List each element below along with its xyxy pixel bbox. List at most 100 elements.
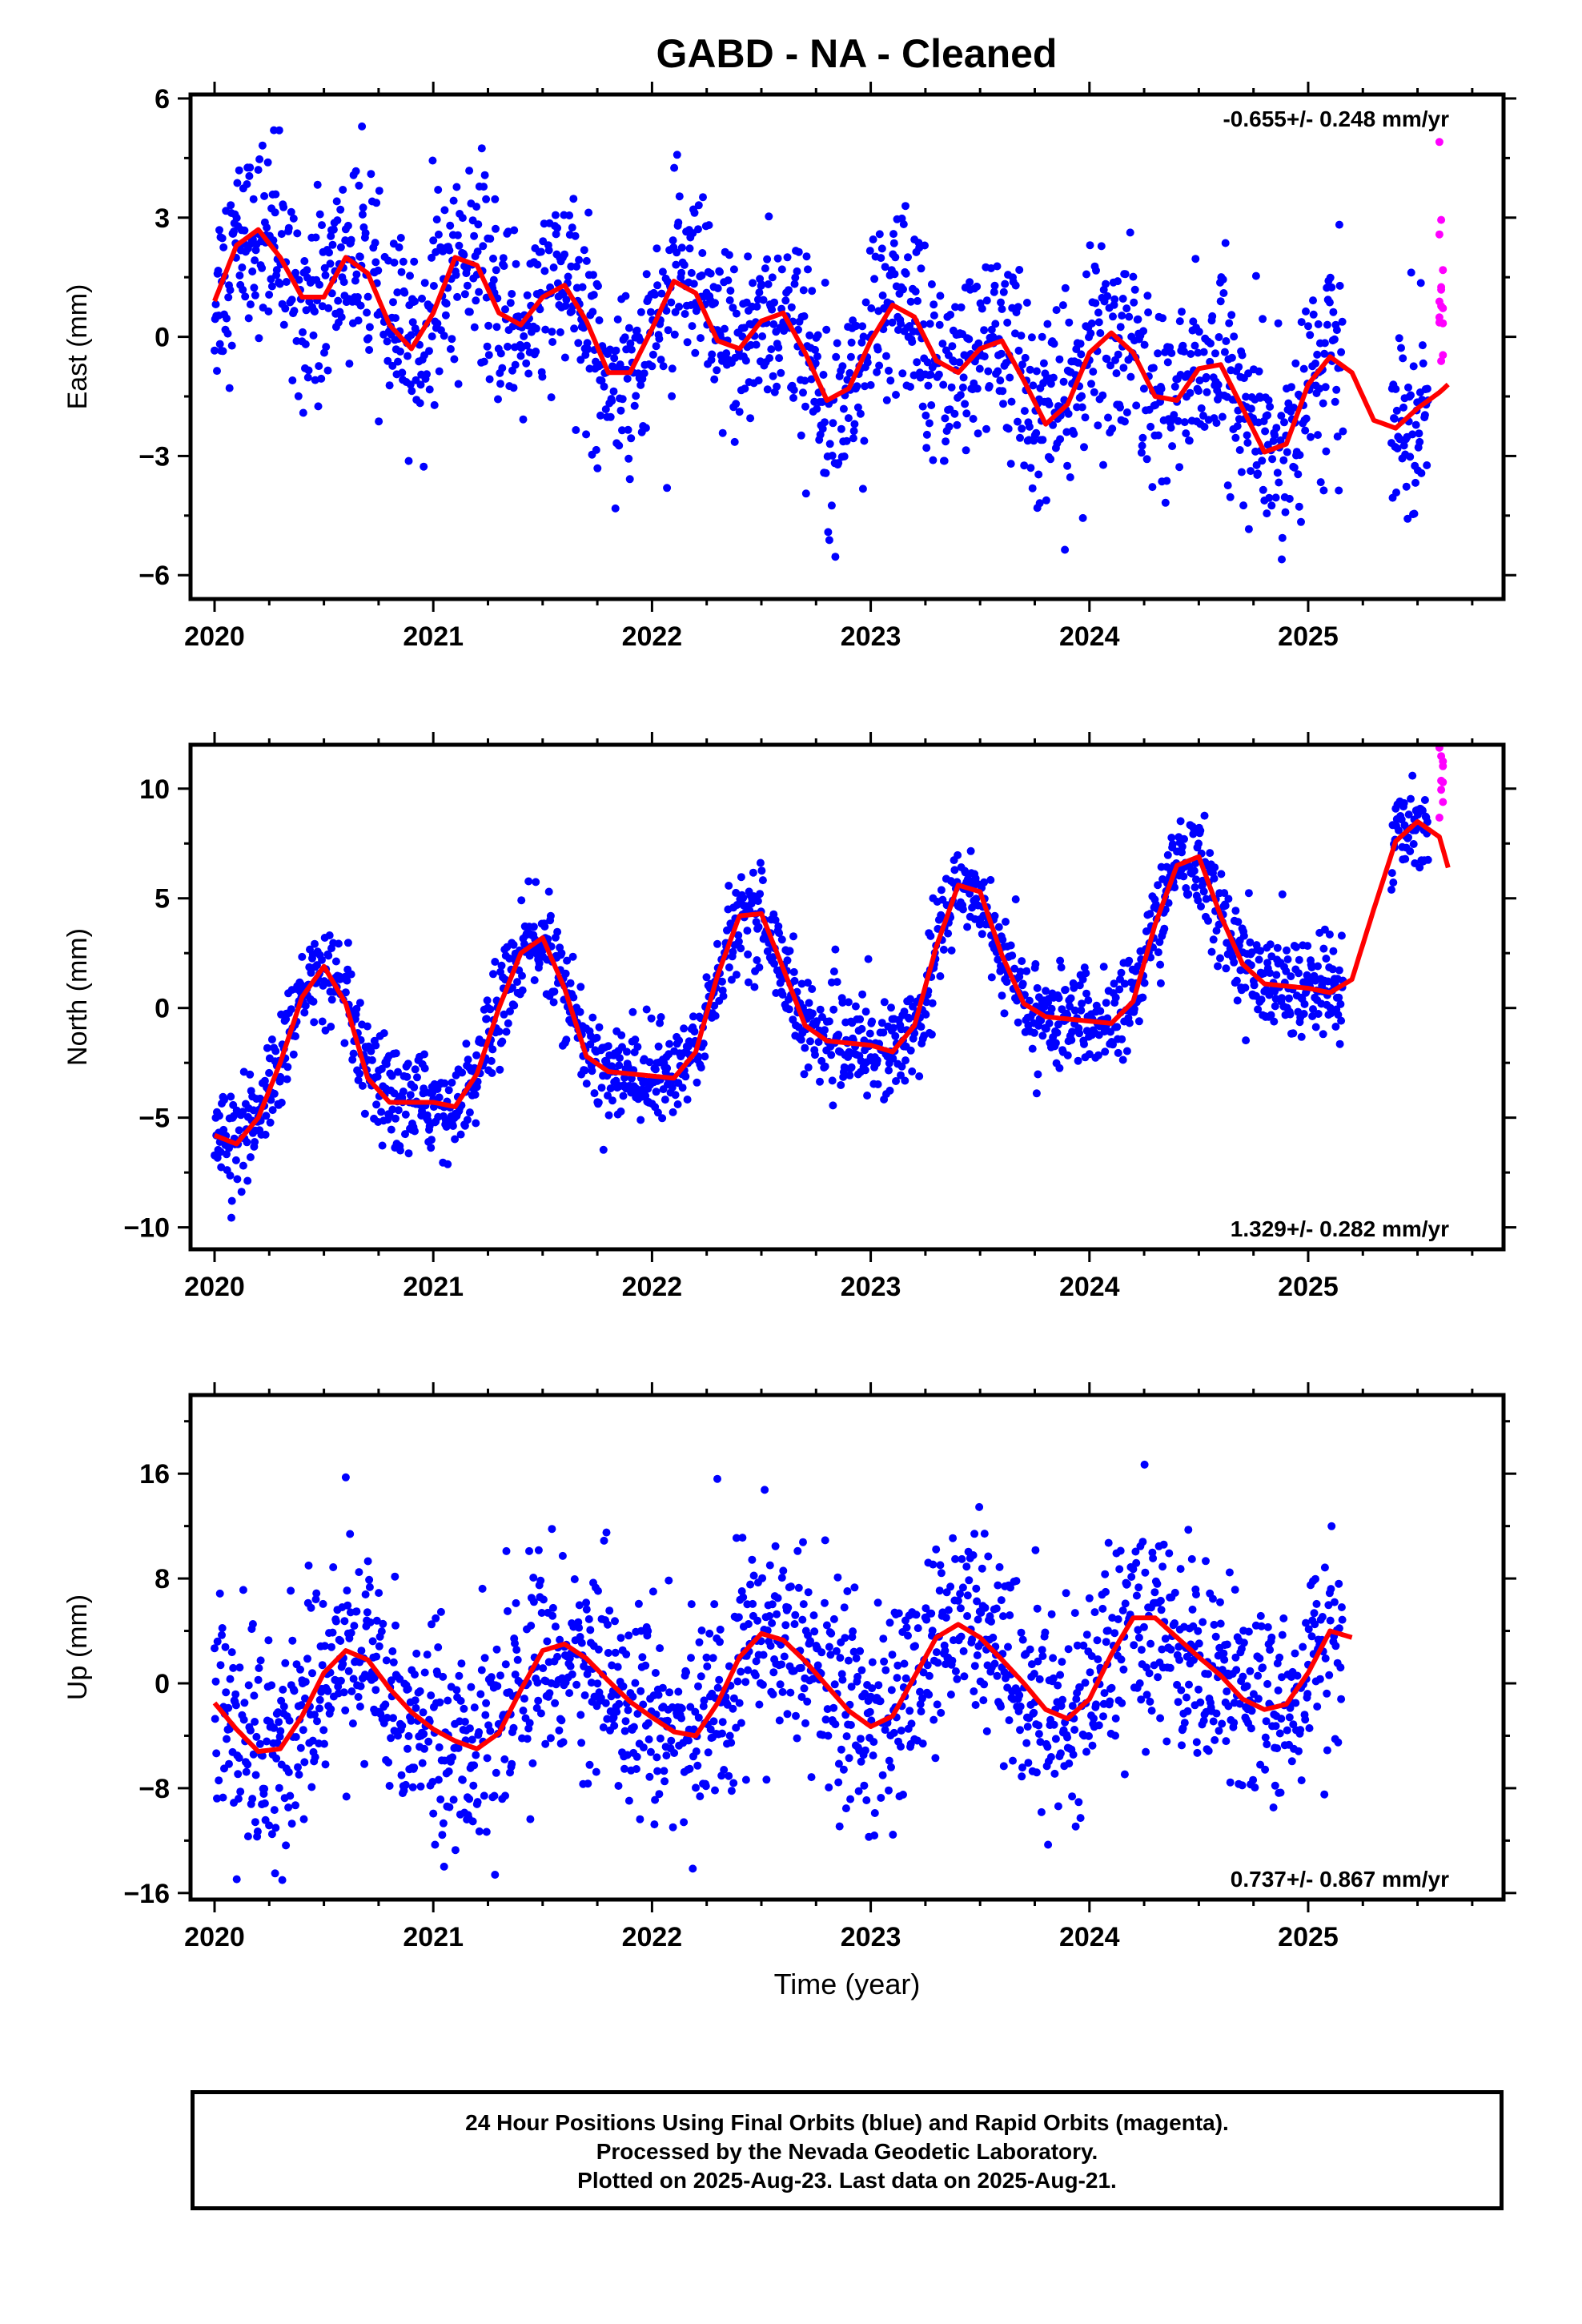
final-orbit-point	[1122, 408, 1131, 416]
final-orbit-point	[613, 315, 622, 324]
final-orbit-point	[367, 1047, 375, 1055]
final-orbit-point	[548, 338, 557, 346]
final-orbit-point	[300, 1008, 309, 1017]
final-orbit-point	[1243, 431, 1251, 440]
rapid-orbit-point	[1437, 356, 1446, 365]
final-orbit-point	[1306, 331, 1315, 340]
final-orbit-point	[1220, 889, 1229, 898]
final-orbit-point	[1284, 399, 1293, 408]
final-orbit-point	[569, 993, 578, 1002]
final-orbit-point	[1121, 1599, 1130, 1608]
final-orbit-point	[355, 1703, 364, 1711]
final-orbit-point	[861, 1007, 870, 1016]
final-orbit-point	[568, 1670, 576, 1679]
final-orbit-point	[548, 1611, 557, 1620]
final-orbit-point	[899, 1791, 907, 1799]
final-orbit-point	[1140, 979, 1149, 987]
final-orbit-point	[829, 1101, 837, 1110]
final-orbit-point	[1004, 1642, 1012, 1651]
final-orbit-point	[921, 411, 930, 420]
final-orbit-point	[1276, 436, 1285, 444]
final-orbit-point	[869, 1738, 878, 1747]
final-orbit-point	[998, 305, 1006, 313]
final-orbit-point	[411, 1127, 419, 1136]
final-orbit-point	[699, 1702, 708, 1711]
final-orbit-point	[1087, 319, 1096, 328]
final-orbit-point	[446, 221, 455, 230]
final-orbit-point	[225, 1144, 233, 1152]
final-orbit-point	[969, 1551, 978, 1559]
final-orbit-point	[636, 336, 644, 344]
final-orbit-point	[632, 1752, 641, 1761]
final-orbit-point	[420, 1668, 429, 1677]
final-orbit-point	[561, 301, 570, 310]
final-orbit-point	[517, 896, 526, 905]
final-orbit-point	[691, 348, 700, 357]
final-orbit-point	[1109, 312, 1117, 321]
final-orbit-point	[329, 1563, 338, 1571]
final-orbit-point	[383, 1714, 391, 1722]
final-orbit-point	[823, 1705, 832, 1714]
final-orbit-point	[1285, 994, 1293, 1003]
final-orbit-point	[734, 1613, 743, 1622]
final-orbit-point	[1029, 381, 1038, 390]
final-orbit-point	[901, 202, 909, 211]
final-orbit-point	[797, 979, 806, 988]
final-orbit-point	[1030, 1028, 1038, 1037]
final-orbit-point	[570, 324, 579, 333]
final-orbit-point	[1423, 855, 1432, 864]
final-orbit-point	[961, 400, 970, 408]
final-orbit-point	[243, 1138, 251, 1147]
final-orbit-point	[1393, 444, 1402, 452]
final-orbit-point	[1132, 401, 1141, 410]
final-orbit-point	[251, 1138, 259, 1146]
final-orbit-point	[341, 988, 350, 997]
final-orbit-point	[789, 967, 798, 976]
final-orbit-point	[1075, 1029, 1084, 1038]
final-orbit-point	[463, 281, 472, 290]
final-orbit-point	[1074, 1056, 1082, 1065]
final-orbit-point	[1130, 1004, 1138, 1013]
final-orbit-point	[445, 246, 454, 255]
final-orbit-point	[468, 1735, 476, 1744]
final-orbit-point	[1011, 281, 1020, 290]
final-orbit-point	[375, 1589, 383, 1598]
final-orbit-point	[652, 1753, 661, 1762]
final-orbit-point	[958, 383, 967, 392]
final-orbit-point	[367, 1055, 376, 1064]
final-orbit-point	[1038, 1652, 1047, 1660]
final-orbit-point	[785, 286, 793, 295]
final-orbit-point	[777, 1574, 786, 1582]
final-orbit-point	[880, 1657, 889, 1666]
final-orbit-point	[791, 273, 800, 282]
final-orbit-points	[211, 122, 1432, 564]
final-orbit-point	[1202, 372, 1211, 381]
final-orbit-point	[605, 1606, 614, 1615]
final-orbit-point	[997, 962, 1005, 971]
final-orbit-point	[344, 1667, 353, 1675]
final-orbit-point	[1178, 308, 1186, 316]
final-orbit-point	[1328, 965, 1337, 974]
final-orbit-point	[973, 384, 982, 393]
final-orbit-point	[416, 1782, 425, 1791]
final-orbit-point	[293, 229, 302, 238]
final-orbit-point	[1395, 826, 1403, 834]
final-orbit-point	[678, 1084, 687, 1092]
final-orbit-point	[329, 225, 338, 234]
final-orbit-point	[449, 196, 458, 205]
final-orbit-point	[224, 1703, 233, 1712]
final-orbit-point	[1115, 985, 1124, 994]
final-orbit-point	[946, 1691, 955, 1699]
final-orbit-point	[833, 978, 841, 987]
final-orbit-point	[217, 1163, 226, 1172]
final-orbit-point	[439, 1819, 448, 1827]
final-orbit-point	[632, 1765, 640, 1773]
final-orbit-point	[546, 1734, 555, 1743]
final-orbit-point	[709, 1654, 717, 1663]
final-orbit-point	[732, 971, 741, 979]
final-orbit-point	[611, 1617, 619, 1626]
final-orbit-point	[1202, 895, 1211, 903]
final-orbit-point	[1041, 1628, 1050, 1637]
final-orbit-point	[701, 1052, 709, 1061]
final-orbit-point	[713, 1474, 721, 1483]
